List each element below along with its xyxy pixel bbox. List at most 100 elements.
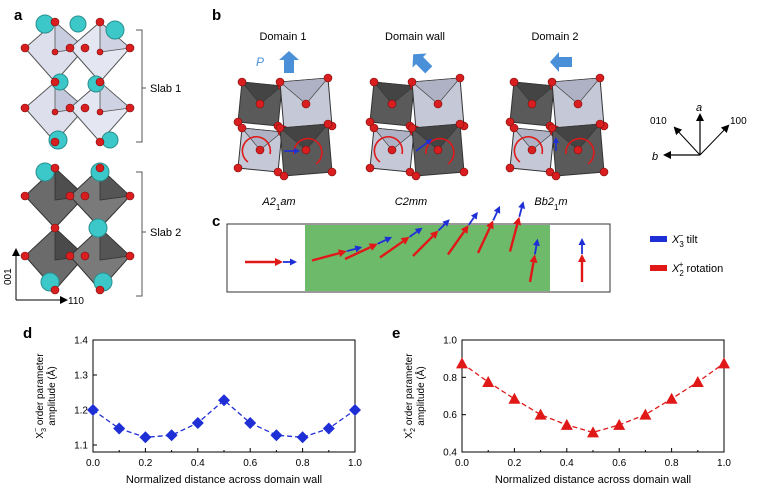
panel-letter-e: e <box>392 325 400 342</box>
panel-a: a <box>3 7 181 307</box>
domain-title: Domain wall <box>385 31 445 43</box>
data-point <box>665 392 678 404</box>
rotation-arc <box>241 136 272 163</box>
rotation-arrow <box>508 216 522 252</box>
data-point <box>244 416 257 429</box>
x-axis-label: Normalized distance across domain wall <box>126 474 322 486</box>
slab-2-label: Slab 2 <box>150 227 181 239</box>
domain-title: Domain 1 <box>259 31 306 43</box>
panel-c: c X3− tilt X2+ rotation <box>212 201 723 293</box>
panel-c-legend: X3− tilt X2+ rotation <box>650 231 723 278</box>
panel-letter-c: c <box>212 213 220 230</box>
x-tick-label: 0.8 <box>296 458 310 469</box>
axis-001-label: 001 <box>3 268 14 285</box>
chart-d: d 0.0 0.2 0.4 0.6 0.8 1.0 1.1 1.2 1.3 1.4 Normalize… <box>23 325 362 486</box>
rotation-arrow <box>476 220 494 254</box>
tilt-arrow <box>492 205 501 221</box>
y-axis-label-line2: amplitude (Å) <box>414 366 427 425</box>
rotation-arrow <box>245 258 283 266</box>
y-tick-label: 1.3 <box>74 371 88 382</box>
y-tick-label: 0.4 <box>443 448 457 459</box>
tilt-arrow <box>415 139 432 152</box>
y-tick-label: 1.2 <box>74 406 88 417</box>
panel-letter-a: a <box>14 7 23 24</box>
slab-1-structure <box>20 14 135 150</box>
rotation-arc <box>293 137 323 165</box>
x-tick-label: 0.6 <box>612 458 626 469</box>
tilt-arrow <box>532 238 540 255</box>
data-point <box>587 426 599 438</box>
tilt-arrow <box>578 238 586 254</box>
slab-2-structure <box>20 162 135 295</box>
rotation-arrow <box>344 243 378 261</box>
crystal-axes: a 010 100 b <box>650 102 747 163</box>
x-tick-label: 0.0 <box>455 458 469 469</box>
data-point <box>113 422 126 435</box>
data-point <box>508 392 521 404</box>
y-tick-label: 1.1 <box>74 441 88 452</box>
y-tick-label: 0.8 <box>443 373 457 384</box>
slab-1-bracket <box>136 29 143 143</box>
domain-2-block: Domain wall C2mm <box>365 31 469 208</box>
tilt-arrow <box>467 211 478 226</box>
y-tick-label: 1.4 <box>74 336 88 347</box>
data-point <box>482 376 495 387</box>
tilt-arrow <box>346 245 363 253</box>
rotation-arc <box>373 136 404 163</box>
tilt-arrow <box>284 148 300 154</box>
axis-110-label: 110 <box>68 296 84 307</box>
tilt-arrow <box>408 227 423 238</box>
x-tick-label: 0.4 <box>560 458 574 469</box>
data-point <box>296 431 309 444</box>
panel-letter-b: b <box>212 7 221 24</box>
tilt-arrow <box>437 219 450 232</box>
y-tick-label: 0.6 <box>443 410 457 421</box>
series-line <box>461 362 725 434</box>
data-point <box>139 431 152 444</box>
data-point <box>218 394 230 407</box>
tilt-arrow <box>518 201 526 217</box>
tilt-rotation-arrows <box>245 201 586 283</box>
legend-label: X2+ rotation <box>671 260 723 278</box>
rotation-arrow <box>578 254 586 282</box>
domains-group: Domain 1 A21am Domain wall C2mm Domain 2 Bb21… <box>233 31 609 212</box>
axis-a-label: a <box>696 102 702 114</box>
y-axis-label: X3− order parameter <box>33 353 48 439</box>
data-point <box>691 376 704 387</box>
space-group-label: C2mm <box>395 196 427 208</box>
legend-label: X3− tilt <box>671 231 698 249</box>
data-point <box>456 357 468 369</box>
x-tick-label: 1.0 <box>348 458 362 469</box>
rotation-arc <box>565 137 595 165</box>
x-tick-label: 0.8 <box>665 458 679 469</box>
panel-b: b Domain 1 A21am Domain wall C2mm Domain 2 Bb… <box>212 7 747 212</box>
space-group-label: A21am <box>261 196 295 212</box>
data-point <box>349 404 361 416</box>
y-axis-label-line2: amplitude (Å) <box>45 366 58 425</box>
data-point <box>270 429 283 442</box>
axis-010-label: 010 <box>650 116 667 127</box>
data-point <box>322 422 335 435</box>
domain-title: Domain 2 <box>531 31 578 43</box>
slab-1-label: Slab 1 <box>150 83 181 95</box>
rotation-arc <box>513 136 544 163</box>
polarization-arrow <box>550 52 572 72</box>
x-tick-label: 0.2 <box>138 458 152 469</box>
x-tick-label: 0.6 <box>243 458 257 469</box>
domain-1-block: Domain 1 A21am <box>233 31 337 212</box>
polarization-arrow <box>279 51 299 73</box>
chart-e: e 0.0 0.2 0.4 0.6 0.8 1.0 0.4 0.6 0.8 1.0 Normalize… <box>392 325 731 486</box>
x-tick-label: 1.0 <box>717 458 731 469</box>
y-axis-label: X2+ order parameter <box>402 353 417 439</box>
rotation-arrow <box>412 230 439 257</box>
x-tick-label: 0.4 <box>191 458 205 469</box>
data-point <box>560 418 573 430</box>
series-line <box>92 399 356 438</box>
x-tick-label: 0.2 <box>507 458 521 469</box>
y-tick-label: 1.0 <box>443 336 457 347</box>
legend-swatch <box>650 236 667 242</box>
polarization-label: P <box>256 55 264 69</box>
axis-100-label: 100 <box>730 116 747 127</box>
data-point <box>639 408 652 420</box>
